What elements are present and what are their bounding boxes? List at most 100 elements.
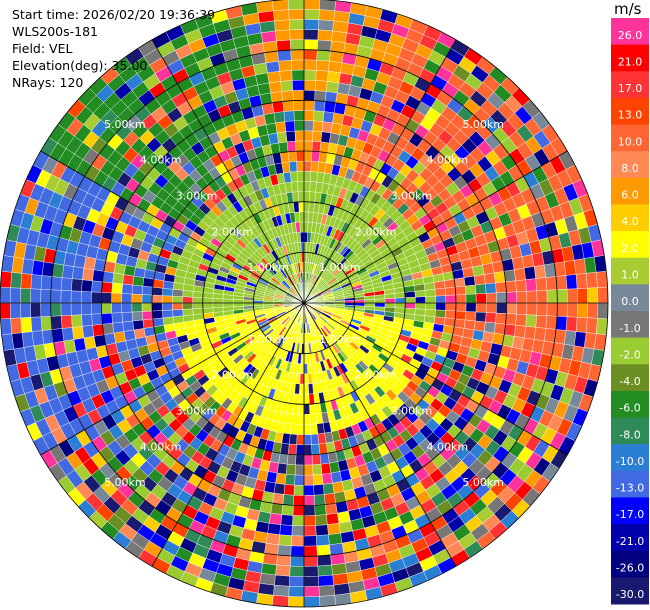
velocity-gate <box>465 284 477 295</box>
colorbar-label: 1.0 <box>621 269 639 282</box>
velocity-gate <box>212 307 224 313</box>
velocity-gate <box>275 472 287 485</box>
velocity-gate <box>443 278 456 289</box>
velocity-gate <box>298 393 305 405</box>
velocity-gate <box>320 462 332 475</box>
velocity-gate <box>303 79 316 91</box>
velocity-gate <box>277 49 292 62</box>
velocity-gate <box>131 293 143 304</box>
velocity-gate <box>9 302 21 319</box>
velocity-gate <box>192 308 204 315</box>
velocity-gate <box>327 523 341 535</box>
velocity-gate <box>182 290 194 298</box>
velocity-gate <box>314 80 328 92</box>
velocity-gate <box>111 312 123 324</box>
velocity-gate <box>91 313 103 326</box>
velocity-gate <box>323 101 336 113</box>
velocity-gate <box>317 29 333 42</box>
velocity-gate <box>289 433 298 445</box>
velocity-gate <box>291 535 305 547</box>
velocity-gate <box>394 302 406 309</box>
colorbar-label: 17.0 <box>618 82 643 95</box>
velocity-gate <box>486 302 497 314</box>
velocity-gate <box>303 444 313 456</box>
velocity-gate <box>141 294 153 304</box>
velocity-gate <box>283 484 295 496</box>
velocity-gate <box>303 0 321 10</box>
velocity-gate <box>273 585 290 597</box>
velocity-gate <box>425 295 436 304</box>
velocity-gate <box>298 404 305 415</box>
velocity-gate <box>313 110 325 122</box>
colorbar-label: 0.0 <box>621 295 639 308</box>
velocity-gate <box>303 100 315 111</box>
velocity-gate <box>280 514 294 526</box>
velocity-gate <box>433 280 446 290</box>
velocity-gate <box>555 275 568 290</box>
velocity-gate <box>276 554 291 567</box>
range-ring-label: 3.00km <box>391 190 433 203</box>
velocity-gate <box>172 302 183 311</box>
velocity-gate <box>31 259 44 276</box>
velocity-gate <box>303 565 319 577</box>
range-ring-label: 5.00km <box>104 476 146 489</box>
velocity-gate <box>300 231 305 243</box>
velocity-gate <box>414 290 426 298</box>
velocity-gate <box>482 262 495 275</box>
velocity-gate <box>434 288 446 297</box>
velocity-gate <box>20 317 33 333</box>
velocity-gate <box>292 515 305 527</box>
velocity-gate <box>312 464 323 476</box>
velocity-gate <box>314 90 327 102</box>
velocity-gate <box>161 295 173 304</box>
velocity-gate <box>284 474 296 486</box>
velocity-gate <box>494 271 506 284</box>
velocity-gate <box>287 443 297 455</box>
colorbar-label: 4.0 <box>621 215 639 228</box>
velocity-gate <box>285 130 296 142</box>
velocity-gate <box>82 267 94 281</box>
velocity-gate <box>310 171 318 183</box>
velocity-gate <box>289 576 305 587</box>
range-ring-label: 2.00km <box>212 225 254 238</box>
velocity-gate <box>546 302 558 317</box>
velocity-gate <box>283 110 295 122</box>
velocity-gate <box>295 150 305 162</box>
velocity-gate <box>327 71 341 83</box>
velocity-gate <box>330 471 343 484</box>
velocity-gate <box>296 160 305 172</box>
velocity-gate <box>0 286 11 304</box>
velocity-gate <box>102 271 114 284</box>
velocity-gate <box>276 462 288 475</box>
velocity-gate <box>279 524 293 536</box>
velocity-gate <box>295 140 305 152</box>
velocity-gate <box>317 39 332 52</box>
velocity-gate <box>303 90 316 101</box>
velocity-gate <box>300 242 305 253</box>
velocity-gate <box>312 120 324 132</box>
velocity-gate <box>40 289 52 304</box>
velocity-gate <box>310 423 318 435</box>
velocity-gate <box>587 287 599 304</box>
velocity-gate <box>276 131 288 144</box>
velocity-gate <box>212 298 224 304</box>
velocity-gate <box>484 321 496 334</box>
velocity-gate <box>60 277 73 291</box>
velocity-gate <box>565 274 578 290</box>
velocity-gate <box>445 294 457 304</box>
velocity-gate <box>445 302 457 312</box>
velocity-gate <box>425 302 436 311</box>
velocity-gate <box>303 191 310 202</box>
velocity-gate <box>151 302 163 312</box>
velocity-gate <box>122 274 135 286</box>
velocity-gate <box>20 302 31 318</box>
velocity-gate <box>272 0 289 11</box>
velocity-gate <box>293 110 305 121</box>
velocity-gate <box>303 383 309 395</box>
velocity-gate <box>272 101 285 113</box>
velocity-gate <box>303 586 320 598</box>
range-ring-label: 2.00km <box>355 369 397 382</box>
colorbar-label: 21.0 <box>618 55 643 68</box>
velocity-gate <box>435 295 447 304</box>
velocity-gate <box>299 383 305 395</box>
